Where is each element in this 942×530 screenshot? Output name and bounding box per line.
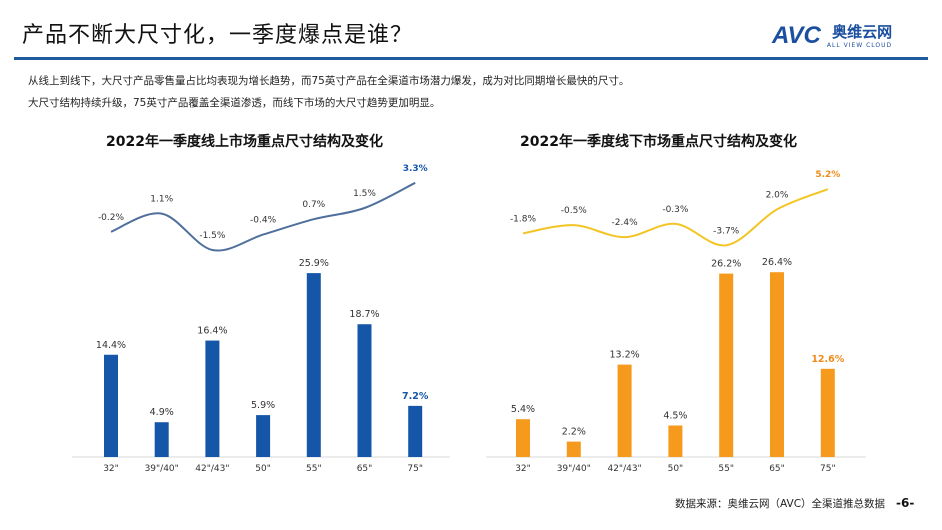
logo-text: 奥维云网 ALL VIEW CLOUD bbox=[827, 23, 892, 50]
offline-change-label: -2.4% bbox=[612, 218, 639, 228]
offline-x-tick-label: 32" bbox=[515, 464, 531, 474]
online-x-tick-label: 65" bbox=[357, 464, 373, 474]
online-change-label: -1.5% bbox=[199, 231, 226, 241]
online-bar bbox=[357, 324, 372, 457]
online-bar bbox=[205, 340, 220, 457]
online-change-label: -0.2% bbox=[98, 213, 125, 223]
offline-x-tick-label: 65" bbox=[769, 464, 785, 474]
logo-en: ALL VIEW CLOUD bbox=[826, 41, 893, 49]
offline-bar-label: 2.2% bbox=[562, 427, 586, 438]
offline-bar-label: 13.2% bbox=[610, 350, 640, 361]
offline-change-line bbox=[522, 188, 829, 247]
offline-bar-label: 5.4% bbox=[511, 404, 535, 415]
online-bar-label: 16.4% bbox=[197, 326, 227, 337]
logo-cn: 奥维云网 bbox=[832, 22, 893, 41]
online-change-label: 0.7% bbox=[302, 200, 325, 210]
offline-change-label: -0.5% bbox=[561, 206, 588, 216]
online-bar-label: 14.4% bbox=[96, 340, 126, 351]
description-line-1: 从线上到线下，大尺寸产品零售量占比均表现为增长趋势，而75英寸产品在全渠道市场潜… bbox=[28, 75, 630, 87]
offline-bar-label: 26.2% bbox=[711, 259, 741, 270]
online-x-tick-label: 55" bbox=[306, 464, 322, 474]
online-bar-label: 4.9% bbox=[150, 407, 174, 418]
offline-x-tick-label: 42"/43" bbox=[607, 464, 641, 474]
offline-bar-label: 26.4% bbox=[762, 257, 792, 268]
online-bar bbox=[154, 422, 169, 457]
offline-x-tick-label: 55" bbox=[718, 464, 734, 474]
online-change-label: -0.4% bbox=[250, 216, 277, 226]
online-x-tick-label: 75" bbox=[407, 464, 423, 474]
offline-bar bbox=[820, 368, 835, 457]
offline-x-tick-label: 75" bbox=[820, 464, 836, 474]
online-bar bbox=[104, 354, 118, 457]
offline-bar bbox=[668, 425, 683, 457]
offline-change-label: -0.3% bbox=[662, 205, 689, 215]
offline-bar-label: 4.5% bbox=[663, 411, 687, 422]
description-line-2: 大尺寸结构持续升级，75英寸产品覆盖全渠道渗透，而线下市场的大尺寸趋势更加明显。 bbox=[28, 97, 441, 109]
online-bar bbox=[306, 273, 321, 457]
offline-bar-label: 12.6% bbox=[811, 354, 844, 365]
online-bar bbox=[408, 405, 423, 457]
page-number: -6- bbox=[896, 496, 915, 510]
online-x-tick-label: 32" bbox=[103, 464, 119, 474]
online-x-tick-label: 42"/43" bbox=[195, 464, 229, 474]
online-bar-label: 18.7% bbox=[349, 309, 379, 320]
offline-bar bbox=[617, 364, 632, 457]
online-change-label: 3.3% bbox=[403, 164, 428, 174]
offline-change-label: 2.0% bbox=[766, 190, 789, 200]
online-chart-title: 2022年一季度线上市场重点尺寸结构及变化 bbox=[106, 134, 383, 150]
offline-bar bbox=[566, 441, 581, 457]
page-title: 产品不断大尺寸化，一季度爆点是谁？ bbox=[22, 23, 414, 48]
online-bar-label: 25.9% bbox=[299, 258, 329, 269]
offline-bar bbox=[516, 419, 530, 457]
offline-x-tick-label: 50" bbox=[668, 464, 684, 474]
online-bar-label: 5.9% bbox=[251, 400, 275, 411]
offline-change-label: 5.2% bbox=[815, 170, 840, 180]
online-change-label: 1.5% bbox=[353, 189, 376, 199]
offline-change-label: -3.7% bbox=[713, 226, 740, 236]
offline-bar bbox=[770, 272, 784, 457]
offline-x-tick-label: 39"/40" bbox=[557, 464, 591, 474]
online-bar-label: 7.2% bbox=[402, 391, 429, 402]
data-source: 数据来源：奥维云网（AVC）全渠道推总数据 bbox=[675, 498, 886, 510]
offline-chart-title: 2022年一季度线下市场重点尺寸结构及变化 bbox=[520, 134, 797, 150]
avc-logo: AVC 奥维云网 ALL VIEW CLOUD bbox=[772, 18, 892, 54]
online-change-line bbox=[110, 181, 416, 252]
title-divider bbox=[14, 57, 928, 60]
online-bar bbox=[256, 415, 271, 457]
offline-bar bbox=[719, 273, 734, 457]
online-x-tick-label: 50" bbox=[255, 464, 271, 474]
logo-main: AVC bbox=[772, 22, 821, 49]
online-change-label: 1.1% bbox=[150, 195, 173, 205]
offline-change-label: -1.8% bbox=[510, 214, 537, 224]
online-x-tick-label: 39"/40" bbox=[145, 464, 179, 474]
